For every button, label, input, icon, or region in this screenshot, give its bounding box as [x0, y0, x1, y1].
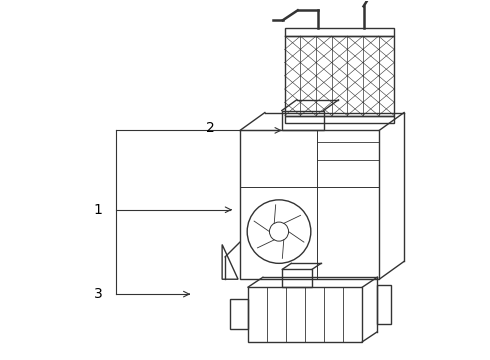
Bar: [282, 111, 323, 130]
Text: 1: 1: [94, 203, 102, 217]
Bar: [230, 300, 248, 329]
Bar: [377, 285, 391, 324]
Bar: [240, 130, 379, 279]
Text: 2: 2: [206, 121, 215, 135]
Bar: [285, 28, 394, 36]
Bar: [248, 287, 362, 342]
Text: 3: 3: [94, 287, 102, 301]
Bar: [282, 269, 312, 287]
Bar: [285, 116, 394, 123]
Bar: [285, 36, 394, 116]
